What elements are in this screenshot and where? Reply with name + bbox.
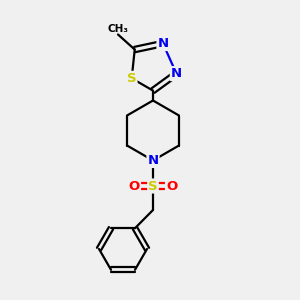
Text: O: O [166,179,177,193]
Text: N: N [147,154,159,167]
Text: N: N [158,37,169,50]
Text: S: S [127,72,136,85]
Text: N: N [171,67,182,80]
Text: CH₃: CH₃ [107,24,128,34]
Text: O: O [129,179,140,193]
Text: S: S [148,179,158,193]
